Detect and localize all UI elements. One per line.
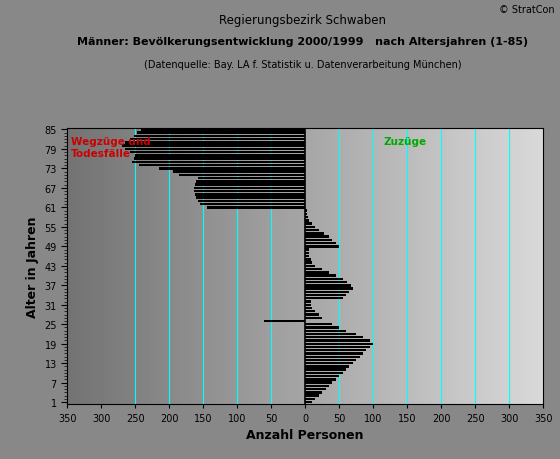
Bar (305, 297, 343, 300)
Bar (305, 336, 363, 339)
Bar (135, 155, 305, 157)
Bar (305, 378, 336, 381)
Bar (305, 310, 315, 313)
Bar (305, 239, 333, 241)
Bar (305, 242, 336, 245)
Bar (198, 178, 305, 180)
Bar (305, 369, 346, 371)
Bar (305, 233, 324, 235)
Bar (138, 165, 305, 167)
Bar (305, 362, 353, 364)
Bar (305, 291, 349, 293)
Text: Männer: Bevölkerungsentwicklung 2000/1999   nach Altersjahren (1-85): Männer: Bevölkerungsentwicklung 2000/199… (77, 37, 528, 47)
Bar (305, 385, 329, 387)
Bar (195, 184, 305, 186)
Bar (305, 252, 309, 254)
Bar (134, 158, 305, 161)
Bar (305, 223, 312, 225)
Bar (197, 197, 305, 199)
Bar (305, 392, 322, 394)
Bar (197, 181, 305, 183)
Bar (305, 307, 312, 309)
Bar (179, 174, 305, 177)
Bar (305, 226, 315, 229)
Text: © StratCon: © StratCon (499, 5, 554, 15)
Bar (172, 171, 305, 174)
Bar (305, 294, 346, 297)
Bar (194, 187, 305, 190)
Bar (122, 145, 305, 147)
Bar (305, 265, 315, 268)
Bar (305, 340, 370, 342)
Bar (141, 129, 305, 131)
Bar (305, 210, 307, 213)
Bar (305, 213, 307, 216)
Bar (305, 275, 336, 277)
Bar (305, 326, 339, 329)
Bar (195, 194, 305, 196)
Bar (137, 132, 305, 134)
X-axis label: Anzahl Personen: Anzahl Personen (246, 428, 364, 442)
Y-axis label: Alter in Jahren: Alter in Jahren (26, 216, 39, 317)
Bar (305, 278, 343, 280)
Bar (305, 395, 319, 397)
Bar (305, 271, 329, 274)
Bar (305, 398, 315, 400)
Bar (305, 330, 346, 332)
Bar (305, 346, 370, 348)
Bar (305, 381, 333, 384)
Bar (305, 249, 309, 251)
Bar (305, 285, 352, 287)
Text: Wegzüge und
Todesfälle: Wegzüge und Todesfälle (71, 137, 150, 159)
Bar (194, 190, 305, 193)
Bar (305, 401, 312, 403)
Bar (125, 148, 305, 151)
Text: Regierungsbezirk Schwaben: Regierungsbezirk Schwaben (219, 14, 386, 27)
Bar (305, 288, 353, 290)
Bar (305, 262, 312, 264)
Bar (264, 320, 305, 323)
Bar (305, 258, 311, 261)
Text: Zuzüge: Zuzüge (384, 137, 427, 146)
Bar (305, 255, 309, 257)
Bar (305, 236, 329, 238)
Bar (305, 388, 325, 391)
Bar (200, 203, 305, 206)
Bar (198, 200, 305, 202)
Bar (130, 151, 305, 154)
Bar (305, 246, 339, 248)
Bar (305, 343, 373, 345)
Bar (305, 216, 308, 219)
Bar (305, 230, 319, 232)
Bar (305, 268, 322, 271)
Text: (Datenquelle: Bay. LA f. Statistik u. Datenverarbeitung München): (Datenquelle: Bay. LA f. Statistik u. Da… (143, 60, 461, 70)
Bar (125, 142, 305, 144)
Bar (305, 281, 347, 284)
Bar (305, 220, 309, 222)
Bar (305, 359, 356, 361)
Bar (305, 313, 319, 316)
Bar (159, 168, 305, 170)
Bar (305, 301, 311, 303)
Bar (305, 375, 339, 378)
Bar (305, 304, 311, 306)
Bar (305, 323, 333, 326)
Bar (305, 333, 356, 336)
Bar (305, 356, 360, 358)
Bar (305, 317, 322, 319)
Bar (305, 372, 343, 375)
Bar (132, 161, 305, 164)
Bar (134, 135, 305, 138)
Bar (130, 139, 305, 141)
Bar (305, 353, 363, 355)
Bar (207, 207, 305, 209)
Bar (305, 349, 366, 352)
Bar (305, 365, 349, 368)
